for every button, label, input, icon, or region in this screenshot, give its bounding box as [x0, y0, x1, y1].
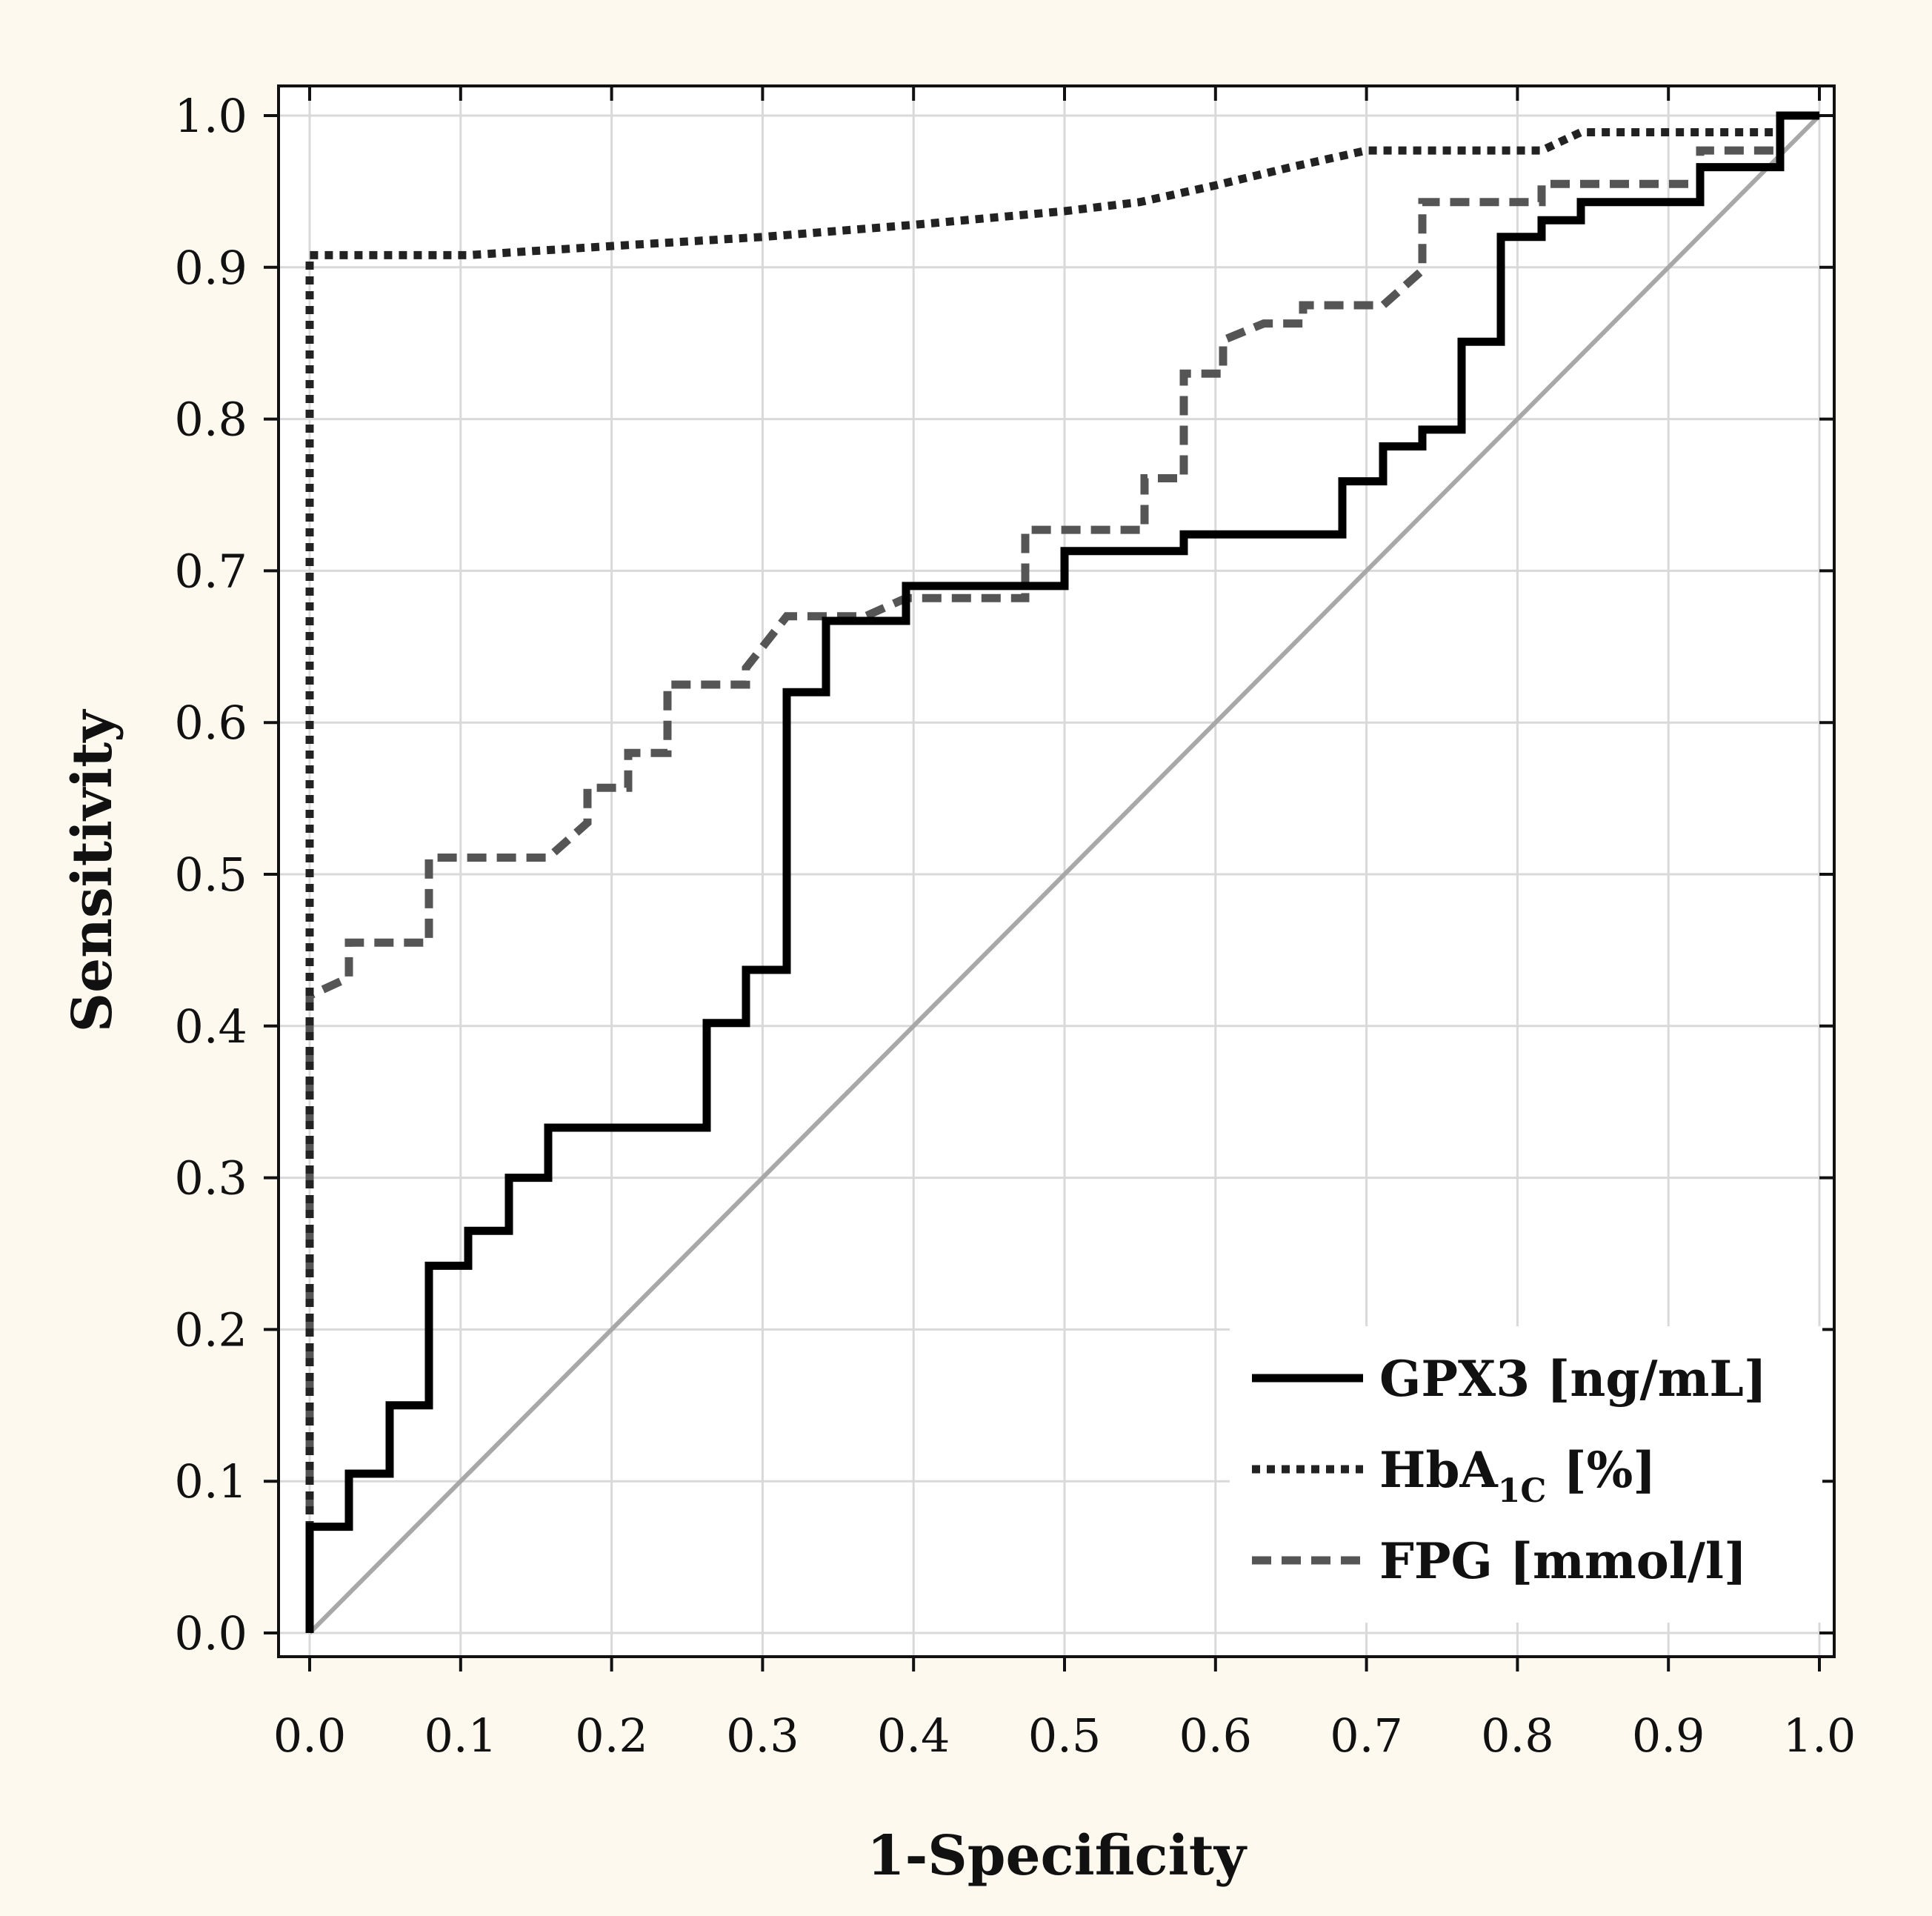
legend-label-gpx3: GPX3 [ng/mL]	[1379, 1350, 1767, 1408]
legend-label-fpg: FPG [mmol/l]	[1379, 1532, 1747, 1590]
legend-label-hba1c-sub: 1C	[1498, 1472, 1547, 1510]
reference-line	[307, 113, 1822, 1635]
hba1c-roc-line	[305, 111, 1819, 1633]
legend-label-hba1c-main: HbA	[1379, 1441, 1499, 1499]
y-tick-label: 0.2	[174, 1303, 247, 1357]
y-tick-label: 1.0	[174, 89, 247, 143]
diagonal-reference-line	[307, 113, 1822, 1635]
x-tick-label: 0.6	[1179, 1709, 1252, 1763]
x-tick-label: 0.0	[273, 1709, 347, 1763]
plot-frame	[277, 84, 1836, 1658]
x-tick-label: 0.8	[1481, 1709, 1554, 1763]
ticks: 0.0 0.0 0.1 0.1 0.2 0.2 0.3 0.3 0.4 0.4 0.5 0.5 0.6 0…	[174, 86, 1856, 1763]
x-tick-label: 0.1	[424, 1709, 497, 1763]
legend-label-hba1c-suffix: [%]	[1546, 1441, 1656, 1499]
x-tick-label: 0.5	[1028, 1709, 1102, 1763]
y-tick-label: 0.8	[174, 393, 247, 447]
y-tick-label: 0.9	[174, 241, 247, 295]
x-tick-label: 0.4	[877, 1709, 950, 1763]
x-tick-label: 0.2	[575, 1709, 648, 1763]
y-tick-label: 0.7	[174, 544, 247, 598]
y-tick-label: 0.3	[174, 1151, 247, 1205]
legend: GPX3 [ng/mL] HbA1C [%] FPG [mmol/l]	[1230, 1326, 1822, 1623]
grid	[279, 86, 1834, 1657]
fpg-roc-line	[305, 111, 1819, 1633]
legend-label-hba1c: HbA1C [%]	[1379, 1441, 1656, 1510]
y-axis-title: Sensitivity	[61, 709, 124, 1033]
gpx3-roc-line	[305, 111, 1819, 1633]
y-tick-label: 0.5	[174, 848, 247, 902]
x-tick-label: 0.7	[1330, 1709, 1403, 1763]
x-tick-label: 0.9	[1632, 1709, 1705, 1763]
series-layer	[305, 111, 1819, 1633]
y-tick-label: 0.0	[174, 1606, 247, 1660]
y-tick-label: 0.6	[174, 696, 247, 750]
y-tick-label: 0.4	[174, 999, 247, 1054]
y-tick-label: 0.1	[174, 1454, 247, 1508]
x-axis-title: 1-Specificity	[867, 1824, 1248, 1888]
x-tick-label: 1.0	[1783, 1709, 1856, 1763]
x-tick-label: 0.3	[726, 1709, 799, 1763]
